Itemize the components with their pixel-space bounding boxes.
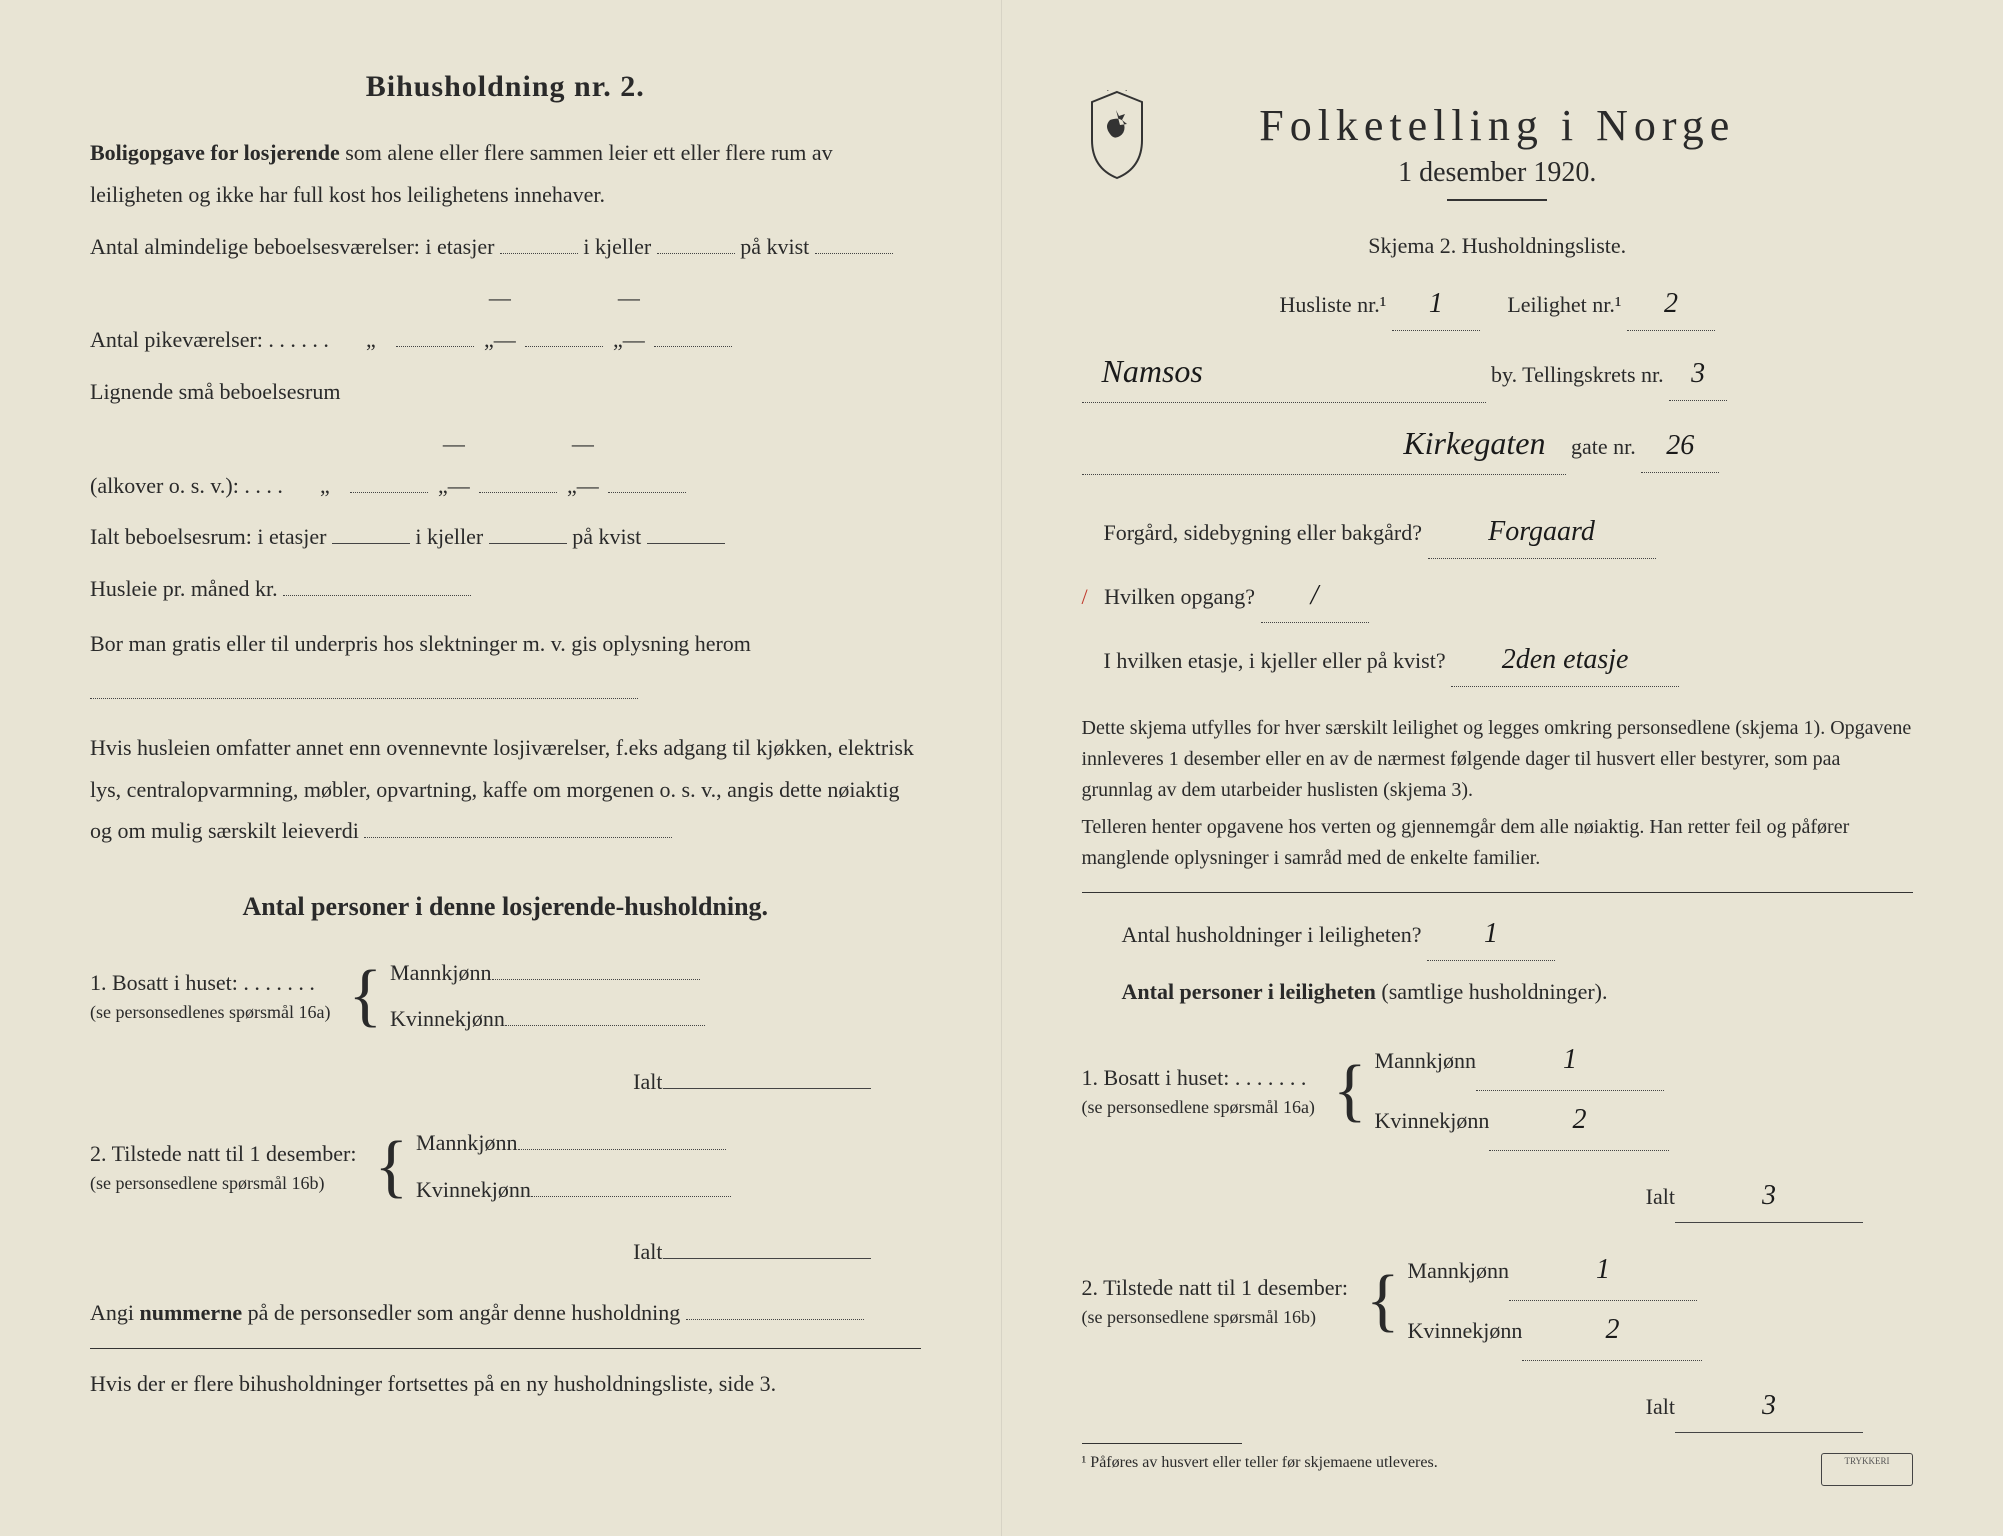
etasje-value: 2den etasje (1451, 633, 1679, 687)
brace-icon: { (340, 975, 390, 1017)
krets-value: 3 (1669, 347, 1727, 401)
angi-line: Angi nummerne på de personsedler som ang… (90, 1292, 921, 1334)
line-lignende1: Lignende små beboelsesrum (90, 371, 921, 413)
forgard-value: Forgaard (1428, 505, 1656, 559)
line-gratis: Bor man gratis eller til underpris hos s… (90, 620, 921, 717)
antal-hush-value: 1 (1427, 907, 1555, 961)
title-rule (1447, 199, 1547, 201)
r-q2-ialt: Ialt3 (1082, 1379, 1864, 1433)
instructions-1: Dette skjema utfylles for hver særskilt … (1082, 713, 1914, 806)
antal-pers-head: Antal personer i leiligheten (samtlige h… (1122, 971, 1914, 1013)
by-line: Namsos by. Tellingskrets nr. 3 (1082, 341, 1914, 403)
line-hvis: Hvis husleien omfatter annet enn ovennev… (90, 727, 921, 852)
opgang-line: / Hvilken opgang? / (1082, 569, 1914, 623)
intro-bold: Boligopgave for losjerende (90, 140, 340, 165)
husliste-value: 1 (1392, 277, 1480, 331)
antal-personer-subhead: Antal personer i denne losjerende-hushol… (90, 892, 921, 922)
forgard-line: Forgård, sidebygning eller bakgård? Forg… (1082, 505, 1914, 559)
opgang-value: / (1261, 569, 1369, 623)
q1-group: 1. Bosatt i huset: . . . . . . . (se per… (90, 950, 921, 1042)
gateno-value: 26 (1641, 419, 1719, 473)
right-page: Folketelling i Norge 1 desember 1920. Sk… (1002, 0, 2003, 1536)
coat-of-arms-icon (1082, 90, 1152, 180)
r-q1-group: 1. Bosatt i huset: . . . . . . . (se per… (1082, 1031, 1914, 1151)
line-almindelige: Antal almindelige beboelsesværelser: i e… (90, 226, 921, 268)
footnote-text: ¹ Påføres av husvert eller teller før sk… (1082, 1454, 1914, 1472)
gate-value: Kirkegaten (1082, 413, 1566, 475)
r-q2-group: 2. Tilstede natt til 1 desember: (se per… (1082, 1241, 1914, 1361)
divider (1082, 892, 1914, 893)
footnote-rule (1082, 1443, 1242, 1444)
q2-group: 2. Tilstede natt til 1 desember: (se per… (90, 1120, 921, 1212)
q2-mann-value: 1 (1509, 1241, 1697, 1301)
q2-kvinne-value: 2 (1522, 1301, 1702, 1361)
instructions-2: Telleren henter opgavene hos verten og g… (1082, 812, 1914, 874)
brace-icon: { (1325, 1070, 1375, 1112)
skjema-line: Skjema 2. Husholdningsliste. (1082, 225, 1914, 267)
gate-line: Kirkegaten gate nr. 26 (1082, 413, 1914, 475)
line-pike: Antal pikeværelser: . . . . . . „ —„— —„… (90, 277, 921, 361)
husliste-line: Husliste nr.¹ 1 Leilighet nr.¹ 2 (1082, 277, 1914, 331)
census-form-spread: Bihusholdning nr. 2. Boligopgave for los… (0, 0, 2003, 1536)
main-title: Folketelling i Norge (1082, 100, 1914, 151)
line-ialt-rum: Ialt beboelsesrum: i etasjer i kjeller p… (90, 516, 921, 558)
brace-icon: { (366, 1146, 416, 1188)
divider (90, 1348, 921, 1349)
leilighet-value: 2 (1627, 277, 1715, 331)
left-footer: Hvis der er flere bihusholdninger fortse… (90, 1363, 921, 1405)
q1-mann-value: 1 (1476, 1031, 1664, 1091)
line-husleie: Husleie pr. måned kr. (90, 568, 921, 610)
q2-ialt-value: 3 (1675, 1379, 1863, 1433)
by-value: Namsos (1082, 341, 1486, 403)
red-slash-mark: / (1082, 584, 1088, 609)
printer-stamp: TRYKKERI (1821, 1453, 1913, 1486)
q2-ialt: Ialt (90, 1231, 871, 1273)
q1-ialt: Ialt (90, 1061, 871, 1103)
q1-ialt-value: 3 (1675, 1169, 1863, 1223)
line-lignende2: (alkover o. s. v.): . . . . „ —„— —„— (90, 423, 921, 507)
intro-paragraph: Boligopgave for losjerende som alene ell… (90, 132, 921, 216)
bihusholdning-heading: Bihusholdning nr. 2. (90, 70, 921, 104)
q1-kvinne-value: 2 (1489, 1091, 1669, 1151)
antal-hush-line: Antal husholdninger i leiligheten? 1 (1122, 907, 1914, 961)
title-date: 1 desember 1920. (1082, 157, 1914, 189)
left-page: Bihusholdning nr. 2. Boligopgave for los… (0, 0, 1002, 1536)
r-q1-ialt: Ialt3 (1082, 1169, 1864, 1223)
etasje-line: I hvilken etasje, i kjeller eller på kvi… (1082, 633, 1914, 687)
brace-icon: { (1358, 1280, 1408, 1322)
